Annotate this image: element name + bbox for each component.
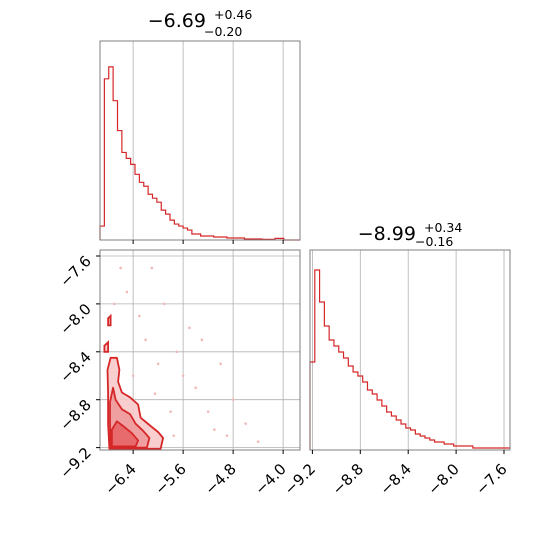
bottom-left-scatter-point bbox=[150, 266, 154, 270]
bottom-right-histogram bbox=[309, 269, 510, 450]
bottom-left-scatter-point bbox=[181, 374, 185, 378]
bottom-left-scatter-point bbox=[231, 398, 235, 402]
bottom-right-x-tick-label: −8.0 bbox=[424, 460, 462, 498]
bottom-left-scatter-point bbox=[125, 290, 129, 294]
bottom-left-contours bbox=[103, 313, 164, 450]
bottom-left-y-tick-label: −9.2 bbox=[56, 444, 94, 482]
bottom-left-scatter-point bbox=[194, 386, 197, 390]
top-left-axes-frame bbox=[99, 40, 301, 241]
bottom-left-scatter-point bbox=[119, 266, 122, 270]
bottom-left-contour-panel: −6.4 −5.6 −4.8 −4.0 −9.2 −8.8 −8.4 −8.0 −7.6 bbox=[56, 249, 301, 499]
bottom-left-scatter-point bbox=[200, 338, 204, 342]
bottom-left-scatter bbox=[113, 266, 260, 443]
bottom-right-x-tick-label: −7.6 bbox=[472, 460, 510, 498]
bottom-left-scatter-point bbox=[131, 374, 135, 378]
bottom-left-scatter-point bbox=[244, 422, 247, 425]
bottom-left-scatter-point bbox=[188, 326, 191, 330]
bottom-right-title: −8.99 +0.34 bbox=[358, 220, 463, 245]
bottom-right-title-minus: −0.16 bbox=[415, 234, 453, 249]
top-left-title-median: −6.69 bbox=[148, 10, 206, 32]
bottom-right-title-median: −8.99 bbox=[358, 223, 416, 245]
bottom-right-x-tick-label: −9.2 bbox=[281, 460, 319, 498]
bottom-left-y-tick-label: −8.4 bbox=[56, 348, 94, 386]
bottom-left-axes-frame bbox=[99, 249, 301, 451]
bottom-left-ticks: −6.4 −5.6 −4.8 −4.0 −9.2 −8.8 −8.4 −8.0 −7.6 bbox=[56, 252, 290, 498]
bottom-left-scatter-point bbox=[219, 362, 222, 366]
bottom-left-scatter-point bbox=[138, 314, 141, 318]
bottom-right-x-tick-label: −8.4 bbox=[376, 460, 414, 498]
bottom-left-contour-island bbox=[107, 313, 112, 327]
bottom-left-contour-island bbox=[103, 340, 109, 353]
top-left-title-plus: +0.46 bbox=[214, 7, 252, 22]
bottom-left-scatter-point bbox=[206, 410, 210, 413]
bottom-left-scatter-point bbox=[175, 350, 179, 354]
bottom-left-scatter-point bbox=[225, 434, 229, 437]
bottom-left-x-tick-label: −4.8 bbox=[201, 460, 239, 498]
bottom-right-axes-frame bbox=[309, 249, 511, 451]
bottom-right-x-tick-label: −8.8 bbox=[329, 460, 367, 498]
bottom-left-scatter-point bbox=[153, 392, 157, 396]
bottom-right-histogram-step bbox=[309, 269, 510, 450]
bottom-left-scatter-point bbox=[163, 302, 166, 306]
bottom-left-x-tick-label: −4.0 bbox=[251, 460, 289, 498]
top-left-grid bbox=[132, 41, 284, 240]
bottom-right-ticks: −9.2 −8.8 −8.4 −8.0 −7.6 bbox=[281, 450, 511, 499]
bottom-left-scatter-point bbox=[213, 428, 216, 431]
bottom-left-scatter-point bbox=[156, 362, 160, 366]
bottom-right-histogram-panel: −9.2 −8.8 −8.4 −8.0 −7.6 −8.99 +0.34 −0.16 bbox=[281, 220, 511, 499]
top-left-title-minus: −0.20 bbox=[204, 24, 242, 39]
top-left-ticks bbox=[132, 240, 284, 244]
bottom-left-scatter-point bbox=[169, 410, 172, 413]
bottom-left-x-tick-label: −5.6 bbox=[151, 460, 189, 498]
bottom-left-contour-level-3 bbox=[111, 420, 139, 448]
bottom-left-scatter-point bbox=[113, 302, 116, 306]
top-left-histogram-step bbox=[99, 66, 300, 241]
bottom-right-title-plus: +0.34 bbox=[424, 220, 462, 235]
top-left-histogram bbox=[99, 66, 300, 241]
bottom-left-y-tick-label: −8.0 bbox=[56, 300, 94, 338]
top-left-title: −6.69 +0.46 bbox=[148, 7, 253, 32]
top-left-histogram-panel: −6.69 +0.46 −0.20 bbox=[99, 7, 301, 244]
bottom-left-scatter-point bbox=[172, 434, 176, 437]
bottom-left-scatter-point bbox=[256, 440, 260, 443]
bottom-right-grid bbox=[311, 250, 505, 450]
bottom-left-y-tick-label: −7.6 bbox=[56, 252, 94, 290]
bottom-left-scatter-point bbox=[144, 338, 147, 342]
bottom-left-x-tick-label: −6.4 bbox=[101, 460, 139, 498]
bottom-left-y-tick-label: −8.8 bbox=[56, 396, 94, 434]
